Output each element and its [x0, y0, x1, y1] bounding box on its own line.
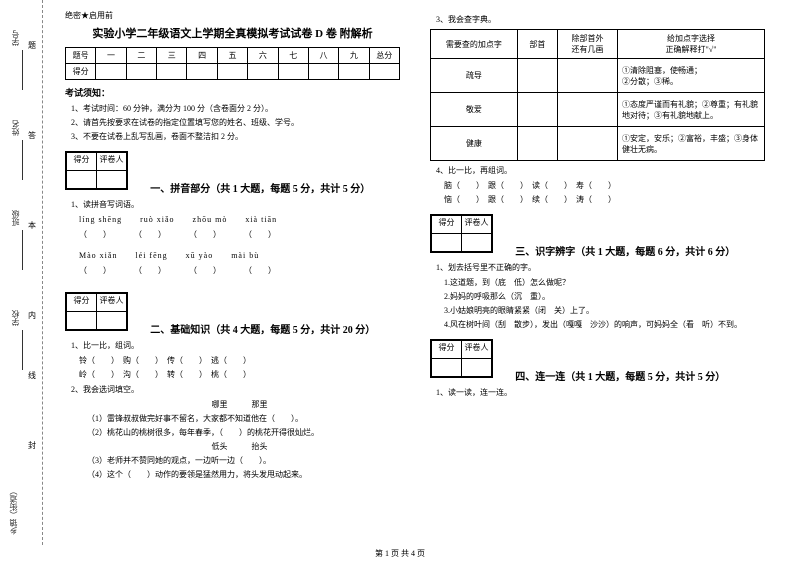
question-text: 4、比一比，再组词。 [436, 165, 765, 176]
pinyin-row: líng shēng ruò xiǎo zhōu mò xià tiān [79, 214, 400, 225]
exam-title: 实验小学二年级语文上学期全真模拟考试试卷 D 卷 附解析 [65, 25, 400, 41]
answer-row: （ ）（ ）（ ）（ ） [79, 265, 400, 276]
score-table: 题号 一 二 三 四 五 六 七 八 九 总分 得分 [65, 47, 400, 80]
question-text: 3、我会查字典。 [436, 14, 765, 25]
notice-item: 3、不要在试卷上乱写乱画，卷面不整洁扣 2 分。 [71, 131, 400, 142]
page-container: 绝密★启用前 实验小学二年级语文上学期全真模拟考试试卷 D 卷 附解析 题号 一… [0, 0, 800, 540]
sentence: （4）这个（ ）动作的要领是猛然用力，将头发甩动起来。 [87, 469, 400, 480]
section-score-box: 得分评卷人 [430, 339, 493, 378]
binding-margin: 学号 姓名 班级 学校 乡镇（街道） 题 答 本 内 线 封 [8, 0, 43, 545]
pinyin-row: Mào xiǎn léi fēng xū yào mài bù [79, 250, 400, 261]
table-row: 敬爱 ①态度严谨而有礼貌；②尊重；有礼貌地对待；③有礼貌地献上。 [431, 93, 765, 127]
binding-label-class: 班级 [10, 210, 21, 226]
sentence: （2）桃花山的桃树很多，每年春季，（ ）的桃花开得很灿烂。 [87, 427, 400, 438]
compare-row: 岭（ ） 沟（ ） 转（ ） 桃（ ） [79, 369, 400, 380]
section-2-title: 二、基础知识（共 4 大题，每题 5 分，共计 20 分） [150, 325, 375, 336]
binding-label-id: 学号 [10, 30, 21, 46]
page-footer: 第 1 页 共 4 页 [0, 548, 800, 559]
sentence: 4.风在树叶间（刮 散步），发出（嘎嘎 沙沙）的响声，可妈妈全（看 听）不到。 [444, 319, 765, 330]
sentence: （3）老师并不赞同她的观点，一边听一边（ ）。 [87, 455, 400, 466]
section-score-box: 得分评卷人 [430, 214, 493, 253]
table-row: 健康 ①安定，安乐；②富裕，丰盛；③身体健壮无病。 [431, 127, 765, 161]
secrecy-seal: 绝密★启用前 [65, 10, 400, 21]
dictionary-lookup-table: 需要查的加点字 部首 除部首外 还有几画 给加点字选择 正确解释打"√" 疏导 … [430, 29, 765, 161]
question-text: 2、我会选词填空。 [71, 384, 400, 395]
binding-label-school: 学校 [10, 310, 21, 326]
section-4-title: 四、连一连（共 1 大题，每题 5 分，共计 5 分） [515, 372, 725, 383]
notice-item: 1、考试时间：60 分钟，满分为 100 分（含卷面分 2 分）。 [71, 103, 400, 114]
sentence: 1.这道题，到（底 低）怎么做呢？ [444, 277, 765, 288]
compare-row: 脑（ ） 跟（ ） 读（ ） 寿（ ） [444, 180, 765, 191]
notice-heading: 考试须知： [65, 86, 400, 99]
section-score-box: 得分评卷人 [65, 292, 128, 331]
table-row: 需要查的加点字 部首 除部首外 还有几画 给加点字选择 正确解释打"√" [431, 30, 765, 59]
question-text: 1、读一读，连一连。 [436, 387, 765, 398]
answer-row: （ ）（ ）（ ）（ ） [79, 229, 400, 240]
left-column: 绝密★启用前 实验小学二年级语文上学期全真模拟考试试卷 D 卷 附解析 题号 一… [50, 10, 415, 540]
sentence: 2.妈妈的呼吸那么（沉 重）。 [444, 291, 765, 302]
compare-row: 恼（ ） 跟（ ） 续（ ） 涛（ ） [444, 194, 765, 205]
section-1-title: 一、拼音部分（共 1 大题，每题 5 分，共计 5 分） [150, 184, 370, 195]
question-text: 1、比一比，组词。 [71, 340, 400, 351]
binding-label-town: 乡镇（街道） [8, 487, 19, 535]
section-score-box: 得分评卷人 [65, 151, 128, 190]
right-column: 3、我会查字典。 需要查的加点字 部首 除部首外 还有几画 给加点字选择 正确解… [415, 10, 780, 540]
question-text: 1、划去括号里不正确的字。 [436, 262, 765, 273]
word-choice: 低头 抬头 [79, 441, 400, 452]
table-row: 疏导 ①清除阻塞，使畅通； ②分散；③稀。 [431, 59, 765, 93]
table-row: 题号 一 二 三 四 五 六 七 八 九 总分 [66, 48, 400, 64]
table-row: 得分 [66, 64, 400, 80]
question-text: 1、读拼音写词语。 [71, 199, 400, 210]
compare-row: 铃（ ） 购（ ） 传（ ） 逃（ ） [79, 355, 400, 366]
notice-item: 2、请首先按要求在试卷的指定位置填写您的姓名、班级、学号。 [71, 117, 400, 128]
section-3-title: 三、识字辨字（共 1 大题，每题 6 分，共计 6 分） [515, 247, 735, 258]
sentence: 3.小姑娘明亮的眼睛紧紧（闭 关）上了。 [444, 305, 765, 316]
sentence: （1）雷锋叔叔做完好事不留名，大家都不知道他在（ ）。 [87, 413, 400, 424]
word-choice: 哪里 那里 [79, 399, 400, 410]
binding-label-name: 姓名 [10, 120, 21, 136]
